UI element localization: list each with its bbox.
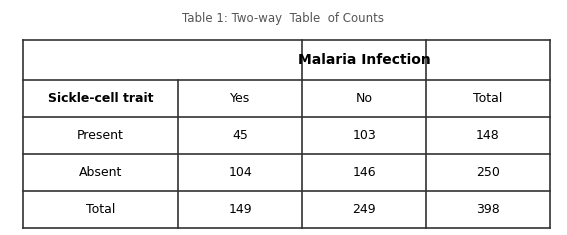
Text: Malaria Infection: Malaria Infection [298, 53, 430, 67]
Text: Absent: Absent [79, 166, 122, 179]
Text: 146: 146 [352, 166, 376, 179]
Text: 148: 148 [476, 129, 500, 142]
Text: No: No [356, 92, 373, 105]
Text: 149: 149 [229, 203, 252, 216]
Text: Present: Present [77, 129, 124, 142]
Text: Table 1: Two-way  Table  of Counts: Table 1: Two-way Table of Counts [183, 12, 384, 25]
Text: 103: 103 [352, 129, 376, 142]
Text: 398: 398 [476, 203, 500, 216]
Text: Sickle-cell trait: Sickle-cell trait [48, 92, 153, 105]
Text: Total: Total [86, 203, 115, 216]
Text: 249: 249 [352, 203, 376, 216]
Text: 250: 250 [476, 166, 500, 179]
Text: Yes: Yes [230, 92, 250, 105]
Text: 45: 45 [232, 129, 248, 142]
Text: 104: 104 [229, 166, 252, 179]
Text: Total: Total [473, 92, 503, 105]
